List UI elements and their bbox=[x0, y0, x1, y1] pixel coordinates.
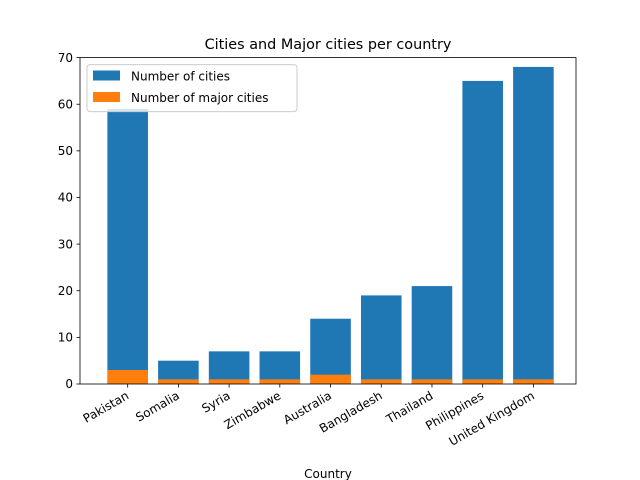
legend-label-1: Number of major cities bbox=[131, 91, 268, 105]
y-tick-label: 0 bbox=[65, 377, 73, 391]
chart-title: Cities and Major cities per country bbox=[205, 37, 452, 53]
legend-swatch-0 bbox=[93, 70, 120, 81]
bar-cities-5 bbox=[360, 295, 402, 384]
y-tick-label: 50 bbox=[58, 144, 73, 158]
bar-major-cities-1 bbox=[158, 379, 199, 384]
bar-cities-4 bbox=[310, 318, 351, 384]
y-axis: 0 10 20 30 40 50 60 70 bbox=[58, 51, 80, 391]
bar-major-cities-4 bbox=[310, 374, 351, 384]
bar-cities-0 bbox=[107, 108, 148, 384]
bar-major-cities-2 bbox=[208, 379, 250, 384]
legend-swatch-1 bbox=[93, 92, 120, 102]
bar-major-cities-0 bbox=[107, 370, 148, 384]
y-tick-label: 20 bbox=[58, 284, 73, 298]
x-tick-label: Syria bbox=[199, 388, 232, 415]
legend-frame bbox=[86, 64, 298, 113]
y-tick-label: 40 bbox=[58, 191, 73, 205]
x-tick-label: Pakistan bbox=[81, 388, 132, 425]
x-axis-label: Country bbox=[304, 467, 352, 480]
bar-cities-6 bbox=[411, 286, 453, 384]
bar-cities-8 bbox=[513, 66, 554, 385]
bar-major-cities-5 bbox=[360, 379, 402, 384]
y-tick-label: 10 bbox=[58, 331, 73, 345]
bar-major-cities-6 bbox=[411, 379, 453, 384]
bar-cities-7 bbox=[462, 80, 503, 384]
bar-major-cities-8 bbox=[513, 379, 554, 384]
legend: Number of cities Number of major cities bbox=[86, 64, 298, 113]
legend-label-0: Number of cities bbox=[131, 69, 230, 83]
plot-area bbox=[107, 66, 554, 385]
y-tick-label: 70 bbox=[58, 51, 73, 65]
x-tick-label: Zimbabwe bbox=[222, 388, 284, 432]
y-tick-label: 30 bbox=[58, 237, 73, 251]
x-tick-label: Somalia bbox=[133, 388, 182, 424]
x-axis: Pakistan Somalia SyriaZimbabweAustraliaBan… bbox=[81, 384, 537, 449]
bar-major-cities-7 bbox=[462, 379, 503, 384]
plot-frame bbox=[79, 57, 577, 385]
x-tick-label: United Kingdom bbox=[446, 388, 536, 448]
bar-major-cities-3 bbox=[259, 379, 301, 384]
bar-cities-2 bbox=[208, 351, 250, 384]
bar-cities-1 bbox=[158, 360, 199, 384]
y-tick-label: 60 bbox=[58, 97, 73, 111]
bar-cities-3 bbox=[259, 351, 301, 384]
